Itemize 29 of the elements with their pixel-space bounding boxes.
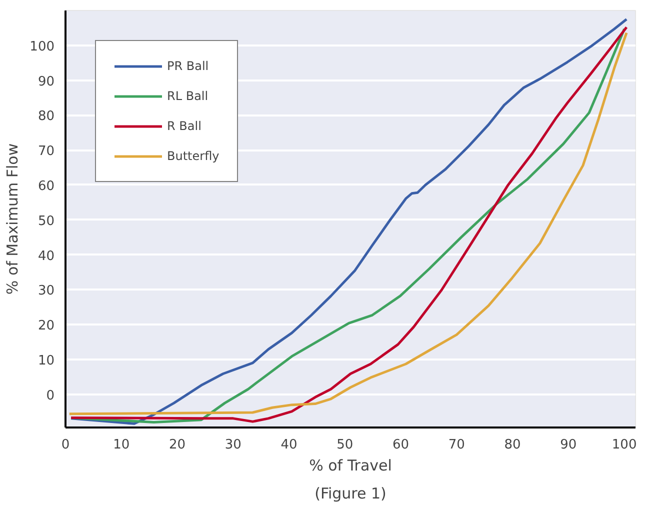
y-tick-label: 100 xyxy=(30,39,55,54)
y-tick-label: 50 xyxy=(38,214,55,229)
y-tick-label: 30 xyxy=(38,284,55,299)
x-tick-label: 0 xyxy=(61,438,70,452)
x-tick-label: 60 xyxy=(392,438,410,452)
y-tick-label: 10 xyxy=(38,353,55,368)
y-tick-label: 70 xyxy=(38,144,55,160)
x-tick-label: 50 xyxy=(336,438,354,452)
text: (Figure 1) xyxy=(314,484,386,502)
x-tick-label: 10 xyxy=(113,438,130,452)
y-tick-label: 0 xyxy=(46,388,55,404)
y-tick-label: 20 xyxy=(38,318,55,334)
legend-label: RL Ball xyxy=(167,89,208,103)
x-tick-label: 100 xyxy=(612,438,637,452)
legend-label: PR Ball xyxy=(167,59,209,73)
x-tick-label: 70 xyxy=(448,438,465,452)
y-tick-label: 40 xyxy=(38,248,55,264)
legend-label: R Ball xyxy=(167,119,202,133)
x-tick-label: 20 xyxy=(168,438,186,452)
x-tick-label: 80 xyxy=(504,438,521,452)
y-axis-title: % of Maximum Flow xyxy=(4,143,22,295)
y-tick-label: 90 xyxy=(38,74,55,90)
y-tick-label: 80 xyxy=(38,109,55,124)
legend-label: Butterfly xyxy=(167,149,220,163)
y-tick-label: 60 xyxy=(38,178,55,194)
x-axis-title: % of Travel xyxy=(309,456,392,474)
x-tick-label: 30 xyxy=(224,438,242,452)
x-tick-label: 40 xyxy=(280,438,298,452)
x-tick-label: 90 xyxy=(560,438,577,452)
